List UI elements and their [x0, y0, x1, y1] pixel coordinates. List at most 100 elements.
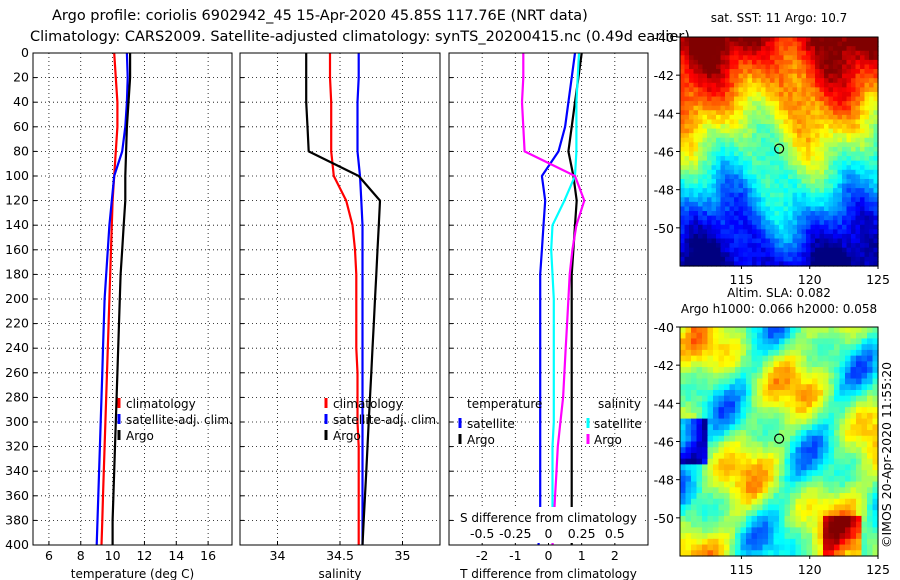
heatmap-cell	[810, 78, 816, 84]
heatmap-cell	[833, 201, 839, 208]
heatmap-cell	[711, 105, 717, 111]
heatmap-cell	[860, 46, 866, 52]
heatmap-cell	[842, 188, 848, 194]
heatmap-cell	[698, 101, 704, 107]
heatmap-cell	[839, 493, 846, 500]
heatmap-cell	[797, 101, 803, 107]
heatmap-cell	[812, 378, 819, 385]
heatmap-cell	[833, 188, 839, 194]
heatmap-cell	[792, 91, 798, 98]
heatmap-cell	[693, 224, 699, 230]
heatmap-cell	[817, 367, 824, 374]
heatmap-cell	[680, 96, 686, 102]
heatmap-cell	[855, 59, 861, 66]
heatmap-cell	[851, 151, 857, 157]
heatmap-cell	[774, 261, 780, 267]
heatmap-cell	[834, 430, 841, 437]
heatmap-cell	[768, 389, 775, 397]
heatmap-cell	[790, 389, 797, 397]
heatmap-cell	[828, 464, 835, 471]
heatmap-cell	[828, 424, 835, 431]
heatmap-cell	[734, 69, 740, 75]
heatmap-cell	[718, 435, 725, 443]
heatmap-cell	[738, 137, 744, 143]
y-tick-label: 300	[5, 414, 29, 429]
heatmap-cell	[768, 349, 775, 357]
heatmap-cell	[788, 41, 794, 47]
heatmap-cell	[693, 55, 699, 61]
heatmap-cell	[784, 470, 791, 477]
heatmap-cell	[729, 151, 735, 157]
heatmap-cell	[864, 238, 870, 244]
heatmap-cell	[797, 160, 803, 166]
heatmap-cell	[684, 206, 690, 212]
heatmap-cell	[765, 101, 771, 107]
heatmap-cell	[795, 464, 802, 471]
heatmap-cell	[815, 206, 821, 212]
heatmap-cell	[751, 447, 758, 454]
heatmap-cell	[729, 105, 735, 111]
heatmap-cell	[747, 59, 753, 66]
heatmap-cell	[792, 252, 798, 258]
heatmap-cell	[823, 424, 830, 431]
heatmap-cell	[685, 332, 692, 340]
heatmap-cell	[756, 206, 762, 212]
heatmap-cell	[834, 550, 841, 557]
heatmap-cell	[845, 372, 852, 380]
heatmap-cell	[817, 412, 824, 420]
heatmap-cell	[790, 464, 797, 471]
heatmap-cell	[765, 69, 771, 75]
heatmap-cell	[851, 73, 857, 79]
heatmap-cell	[824, 146, 830, 153]
heatmap-cell	[735, 515, 742, 523]
heatmap-cell	[713, 344, 720, 351]
heatmap-cell	[765, 256, 771, 263]
heatmap-cell	[846, 224, 852, 230]
heatmap-cell	[839, 407, 846, 414]
heatmap-cell	[757, 458, 764, 465]
heatmap-cell	[873, 41, 879, 47]
heatmap-cell	[801, 59, 807, 66]
heatmap-cell	[680, 418, 687, 425]
heatmap-cell	[702, 192, 708, 198]
heatmap-cell	[735, 435, 742, 443]
heatmap-cell	[806, 355, 813, 362]
heatmap-cell	[720, 215, 726, 221]
heatmap-cell	[834, 544, 841, 551]
heatmap-cell	[770, 137, 776, 143]
heatmap-cell	[867, 533, 874, 540]
heatmap-cell	[725, 82, 731, 88]
heatmap-cell	[762, 384, 769, 391]
heatmap-cell	[707, 515, 714, 523]
heatmap-cell	[680, 475, 687, 483]
heatmap-cell	[846, 146, 852, 153]
heatmap-cell	[845, 361, 852, 368]
heatmap-cell	[746, 361, 753, 368]
heatmap-cell	[698, 59, 704, 66]
heatmap-cell	[792, 233, 798, 240]
heatmap-cell	[747, 243, 753, 249]
heatmap-cell	[861, 452, 868, 460]
heatmap-cell	[756, 96, 762, 102]
heatmap-cell	[713, 521, 720, 528]
heatmap-cell	[752, 151, 758, 157]
heatmap-cell	[846, 256, 852, 263]
heatmap-cell	[765, 174, 771, 180]
heatmap-cell	[788, 91, 794, 98]
heatmap-cell	[740, 361, 747, 368]
heatmap-cell	[725, 50, 731, 56]
heatmap-cell	[720, 220, 726, 226]
heatmap-cell	[707, 137, 713, 143]
heatmap-cell	[691, 452, 698, 460]
heatmap-cell	[762, 521, 769, 528]
heatmap-cell	[774, 73, 780, 79]
heatmap-cell	[770, 78, 776, 84]
heatmap-cell	[680, 452, 687, 460]
heatmap-cell	[779, 487, 786, 494]
heatmap-cell	[824, 224, 830, 230]
heatmap-cell	[693, 119, 699, 125]
heatmap-cell	[788, 96, 794, 102]
heatmap-cell	[761, 169, 767, 175]
heatmap-cell	[784, 550, 791, 557]
